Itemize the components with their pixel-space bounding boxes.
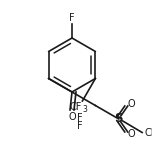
Text: O: O: [128, 129, 136, 139]
Text: O: O: [128, 99, 136, 109]
Text: 3: 3: [83, 105, 87, 114]
Text: CH: CH: [144, 128, 152, 138]
Text: F: F: [69, 13, 75, 23]
Text: CF: CF: [69, 102, 81, 112]
Text: F: F: [77, 121, 82, 131]
Text: F: F: [77, 113, 82, 123]
Text: S: S: [114, 112, 123, 126]
Text: O: O: [68, 112, 76, 122]
